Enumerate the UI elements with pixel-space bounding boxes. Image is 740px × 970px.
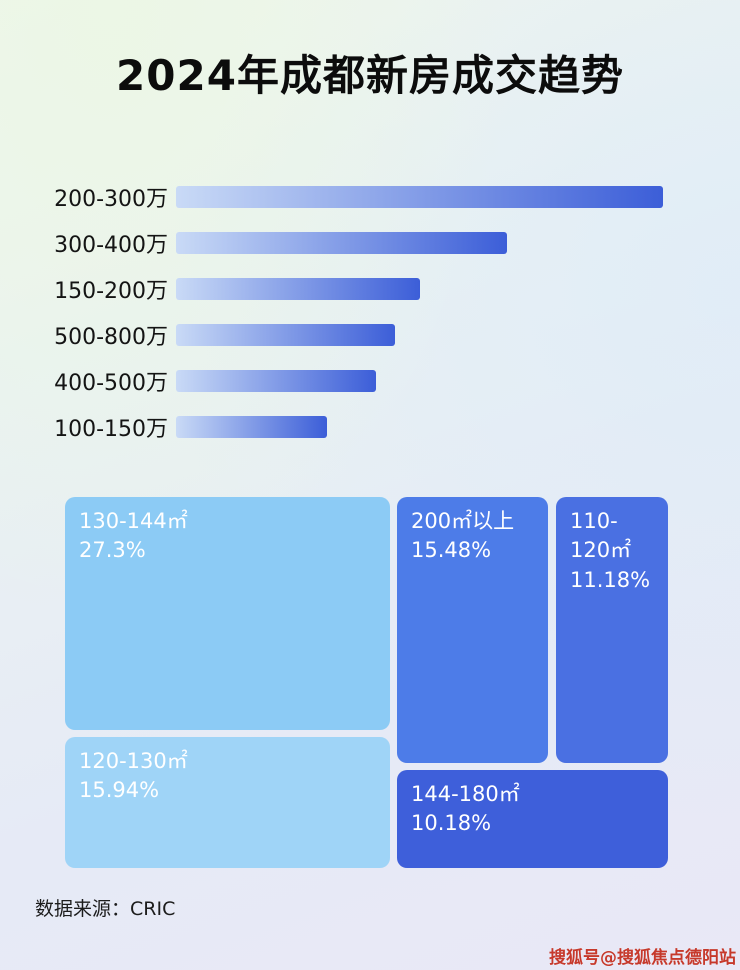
bar (176, 370, 376, 392)
bar (176, 278, 420, 300)
treemap-block-value: 15.94% (79, 778, 160, 803)
treemap-block-value: 11.18% (570, 567, 651, 592)
bar-track (176, 186, 700, 208)
bar-row: 300-400万 (0, 229, 700, 258)
bar-row: 150-200万 (0, 275, 700, 304)
treemap-block-label: 144-180㎡ (411, 782, 520, 806)
treemap-block-200plus: 200㎡以上 15.48% (397, 497, 548, 763)
treemap-block-value: 10.18% (411, 811, 492, 836)
bar (176, 186, 663, 208)
page-title: 2024年成都新房成交趋势 (116, 51, 624, 100)
price-range-bar-chart: 200-300万 300-400万 150-200万 500-800万 400-500万… (0, 183, 700, 459)
bar-category-label: 500-800万 (54, 325, 168, 350)
treemap-block-label: 200㎡以上 (411, 509, 515, 533)
bar (176, 324, 395, 346)
bar-category-label: 200-300万 (54, 187, 168, 212)
bar-track (176, 324, 700, 346)
bar-row: 500-800万 (0, 321, 700, 350)
treemap-block-value: 15.48% (411, 538, 492, 563)
watermark-text: 搜狐号@搜狐焦点德阳站 (549, 948, 736, 968)
bar-category-label: 100-150万 (54, 417, 168, 442)
bar-track (176, 370, 700, 392)
bar-row: 200-300万 (0, 183, 700, 212)
treemap-block-value: 27.3% (79, 538, 146, 563)
bar-category-label: 400-500万 (54, 371, 168, 396)
bar-track (176, 416, 700, 438)
bar-row: 100-150万 (0, 413, 700, 442)
bar-track (176, 232, 700, 254)
bar-category-label: 300-400万 (54, 233, 168, 258)
bar-category-label: 150-200万 (54, 279, 168, 304)
treemap-block-label: 130-144㎡ (79, 509, 188, 533)
data-source-label: 数据来源：CRIC (35, 898, 176, 920)
treemap-block-110-120: 110-120㎡ 11.18% (556, 497, 668, 763)
treemap-block-label: 120-130㎡ (79, 749, 188, 773)
bar-track (176, 278, 700, 300)
bar (176, 232, 507, 254)
area-share-treemap: 130-144㎡ 27.3% 200㎡以上 15.48% 110-120㎡ 11.18% 1… (65, 497, 668, 868)
treemap-block-144-180: 144-180㎡ 10.18% (397, 770, 668, 868)
treemap-block-label: 110-120㎡ (570, 509, 632, 563)
bar-row: 400-500万 (0, 367, 700, 396)
bar (176, 416, 327, 438)
treemap-block-130-144: 130-144㎡ 27.3% (65, 497, 390, 730)
treemap-block-120-130: 120-130㎡ 15.94% (65, 737, 390, 868)
